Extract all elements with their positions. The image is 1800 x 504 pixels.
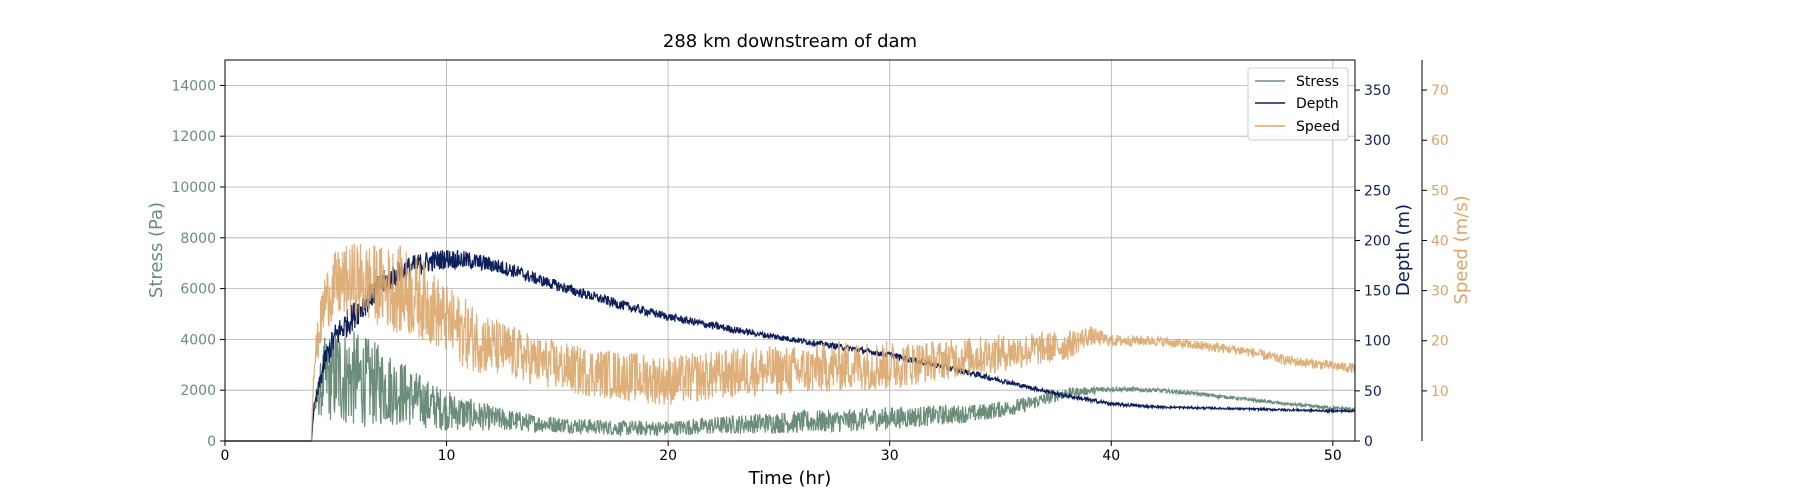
- depth-tick-label: 200: [1364, 233, 1391, 249]
- speed-tick-label: 40: [1431, 233, 1449, 249]
- stress-axis-label: Stress (Pa): [146, 202, 167, 298]
- depth-tick-label: 350: [1364, 83, 1391, 99]
- legend-stress-label: Stress: [1296, 74, 1339, 90]
- stress-tick-label: 10000: [171, 180, 216, 196]
- chart-title: 288 km downstream of dam: [663, 31, 917, 52]
- legend-speed-label: Speed: [1296, 119, 1340, 135]
- stress-tick-label: 2000: [180, 383, 216, 399]
- depth-axis-label: Depth (m): [1393, 204, 1414, 296]
- legend-depth-label: Depth: [1296, 96, 1339, 112]
- x-tick-label: 50: [1324, 448, 1342, 464]
- stress-tick-label: 6000: [180, 282, 216, 298]
- x-tick-label: 40: [1102, 448, 1120, 464]
- x-tick-label: 20: [659, 448, 677, 464]
- depth-tick-label: 300: [1364, 133, 1391, 149]
- depth-tick-label: 100: [1364, 334, 1391, 350]
- x-axis-label: Time (hr): [748, 468, 832, 489]
- speed-tick-label: 50: [1431, 183, 1449, 199]
- series-stress-line: [225, 331, 1356, 442]
- speed-tick-label: 20: [1431, 334, 1449, 350]
- speed-tick-label: 70: [1431, 83, 1449, 99]
- depth-tick-label: 0: [1364, 434, 1373, 450]
- x-tick-label: 10: [438, 448, 456, 464]
- depth-tick-label: 50: [1364, 384, 1382, 400]
- speed-tick-label: 10: [1431, 384, 1449, 400]
- stress-tick-label: 0: [207, 434, 216, 450]
- series-layer: [225, 243, 1356, 442]
- legend: Stress Depth Speed: [1247, 67, 1349, 141]
- depth-tick-label: 250: [1364, 183, 1391, 199]
- depth-tick-label: 150: [1364, 284, 1391, 300]
- series-depth-line: [225, 250, 1355, 442]
- x-tick-label: 30: [881, 448, 899, 464]
- speed-axis-label: Speed (m/s): [1451, 195, 1472, 304]
- x-tick-label: 0: [221, 448, 230, 464]
- plot-frame: [224, 59, 1356, 442]
- stress-tick-label: 14000: [171, 78, 216, 94]
- speed-tick-label: 30: [1431, 284, 1449, 300]
- speed-tick-label: 60: [1431, 133, 1449, 149]
- axes-layer: 0 10 20 30 40 5002000400060008000100001200014…: [171, 60, 1449, 464]
- stress-tick-label: 4000: [180, 332, 216, 348]
- series-speed-line: [225, 243, 1356, 442]
- stress-tick-label: 8000: [180, 231, 216, 247]
- stress-tick-label: 12000: [171, 129, 216, 145]
- legend-box: [1247, 67, 1349, 141]
